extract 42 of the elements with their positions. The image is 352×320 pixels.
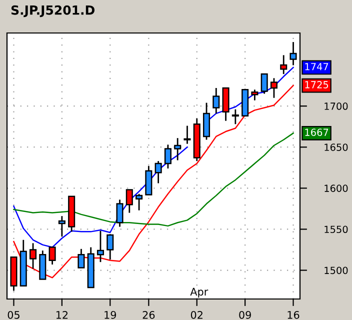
candlestick [58, 215, 66, 238]
x-tick-label: 02 [190, 310, 202, 319]
candlestick [48, 246, 56, 266]
candlestick [174, 137, 182, 161]
x-tick-label: 16 [288, 310, 300, 319]
x-tick-label: 12 [56, 310, 68, 319]
candlestick [106, 233, 114, 260]
candlestick [212, 87, 220, 114]
y-tick-label: 1550 [324, 226, 348, 234]
line-series [13, 132, 294, 227]
x-tick-label: 05 [8, 310, 20, 319]
chart-title: S.JP.J5201.D [11, 5, 94, 18]
candlestick [251, 88, 258, 102]
y-tick-label: 1500 [324, 266, 348, 274]
candlestick [184, 125, 191, 145]
candlestick [145, 165, 152, 196]
candlestick [96, 230, 104, 263]
y-tick-label: 1600 [324, 184, 348, 192]
y-tick-label: 1650 [324, 144, 348, 151]
candlestick [136, 193, 143, 212]
candlestick [164, 144, 172, 170]
x-tick-label: 09 [239, 310, 251, 319]
candlestick [232, 108, 239, 125]
x-tick-label: 19 [104, 310, 116, 319]
annotation: Apr [190, 288, 208, 298]
candlestick [222, 87, 230, 122]
data-label: 1667 [305, 128, 328, 136]
candlestick [270, 77, 278, 99]
y-tick-label: 1700 [324, 102, 348, 110]
candlestick [116, 198, 124, 228]
candlestick [290, 41, 297, 66]
candlestick [154, 160, 162, 184]
data-label: 1747 [305, 63, 328, 70]
x-tick-label: 26 [142, 310, 155, 319]
candlestick [30, 242, 37, 270]
candlestick [260, 73, 268, 94]
candlestick [280, 54, 288, 75]
candlestick [126, 189, 133, 214]
candlestick [202, 102, 210, 140]
line-series [13, 84, 294, 278]
data-label: 1725 [305, 81, 328, 88]
candlestick [78, 248, 85, 268]
